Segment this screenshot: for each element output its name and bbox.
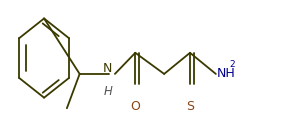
Text: S: S [186,100,194,113]
Text: NH: NH [217,67,236,80]
Text: 2: 2 [230,60,236,69]
Text: O: O [130,100,140,113]
Text: H: H [103,85,112,98]
Text: N: N [103,62,112,75]
